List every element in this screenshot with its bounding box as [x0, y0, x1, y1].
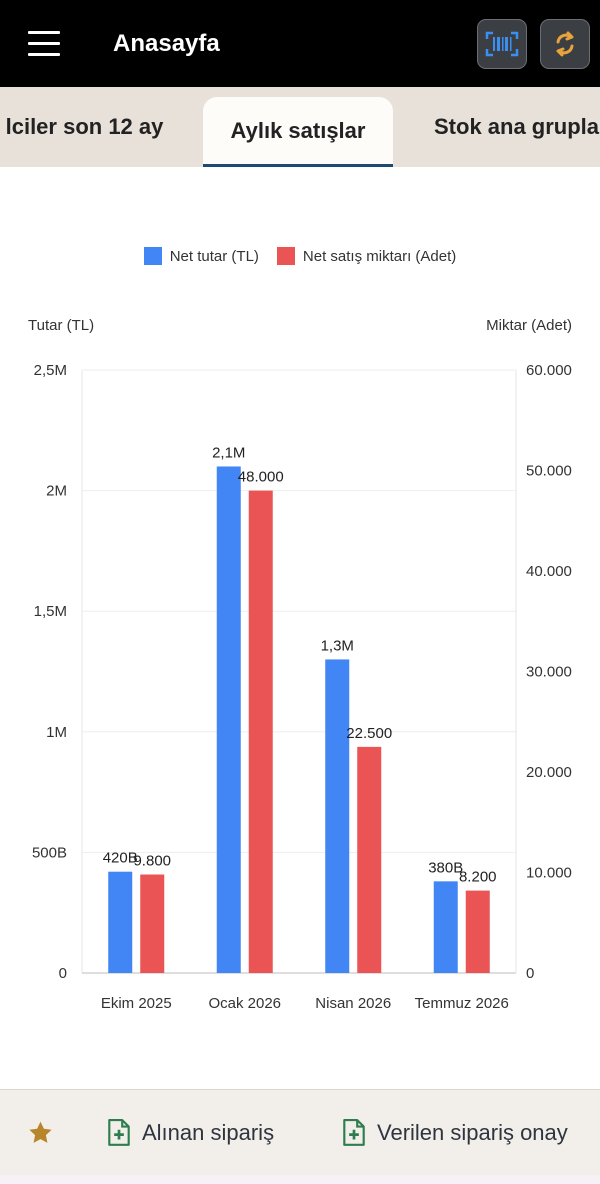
star-icon — [29, 1121, 52, 1143]
page-title: Anasayfa — [113, 30, 220, 57]
right-tick-label: 20.000 — [526, 764, 572, 781]
category-label: Nisan 2026 — [315, 995, 391, 1012]
right-tick-label: 50.000 — [526, 463, 572, 480]
verilen-siparis-onay-label: Verilen sipariş onay — [377, 1120, 568, 1145]
left-tick-label: 2M — [46, 483, 67, 500]
category-label: Ekim 2025 — [101, 995, 172, 1012]
legend-swatch-red — [276, 247, 295, 265]
tab-stok-ana-gruplar[interactable]: Stok ana grupla — [434, 114, 600, 139]
data-label: 380B — [428, 859, 463, 876]
bottom-action-bar: Alınan sipariş Verilen sipariş onay — [0, 1089, 600, 1176]
data-label: 48.000 — [238, 469, 284, 486]
category-label: Ocak 2026 — [208, 995, 281, 1012]
chart-legend: Net tutar (TL) Net satış miktarı (Adet) — [0, 247, 600, 265]
right-tick-label: 40.000 — [526, 563, 572, 580]
data-label: 8.200 — [459, 869, 497, 886]
sync-button[interactable] — [540, 19, 590, 69]
data-label: 2,1M — [212, 444, 245, 461]
right-tick-label: 30.000 — [526, 664, 572, 681]
system-nav-strip — [0, 1175, 600, 1184]
alinan-siparis-button[interactable]: Alınan sipariş — [106, 1090, 274, 1176]
bar-net-tutar — [433, 881, 458, 973]
legend-label-net-satis-miktari: Net satış miktarı (Adet) — [302, 247, 457, 265]
left-axis-title: Tutar (TL) — [28, 317, 94, 334]
barcode-scan-icon — [485, 31, 519, 57]
verilen-siparis-onay-button[interactable]: Verilen sipariş onay — [341, 1090, 568, 1176]
legend-item-net-tutar[interactable]: Net tutar (TL) — [143, 247, 259, 265]
legend-label-net-tutar: Net tutar (TL) — [169, 247, 259, 265]
bar-net-tutar — [216, 466, 241, 973]
bar-net-tutar — [108, 871, 133, 973]
legend-swatch-blue — [143, 247, 162, 265]
bar-chart: Tutar (TL) Miktar (Adet) 0 500B 1M 1,5M 2M 2,5M… — [28, 317, 572, 1012]
alinan-siparis-label: Alınan sipariş — [142, 1120, 275, 1145]
left-tick-label: 2,5M — [34, 362, 67, 379]
legend-item-net-satis-miktari[interactable]: Net satış miktarı (Adet) — [276, 247, 457, 265]
tab-aylik-satislar[interactable]: Aylık satışlar — [203, 97, 393, 167]
data-label: 9.800 — [133, 853, 171, 870]
bar-net-satis-miktari — [357, 746, 382, 973]
bar-net-tutar — [325, 659, 350, 973]
tab-musteriler-son-12-ay[interactable]: lciler son 12 ay — [5, 114, 164, 139]
data-label: 420B — [103, 850, 138, 867]
left-tick-label: 1M — [46, 724, 67, 741]
left-tick-label: 500B — [32, 844, 67, 861]
bar-net-satis-miktari — [248, 490, 273, 973]
hamburger-menu-icon[interactable] — [28, 31, 60, 57]
favorites-button[interactable] — [27, 1090, 54, 1176]
left-tick-label: 1,5M — [34, 603, 67, 620]
app-bar: Anasayfa — [0, 0, 600, 87]
right-tick-label: 10.000 — [526, 865, 572, 882]
data-label: 1,3M — [321, 637, 354, 654]
sync-icon — [556, 31, 574, 57]
add-document-icon — [108, 1119, 130, 1146]
barcode-scan-button[interactable] — [477, 19, 527, 69]
right-tick-label: 0 — [526, 965, 534, 982]
add-document-icon — [343, 1119, 365, 1146]
category-label: Temmuz 2026 — [415, 995, 509, 1012]
left-tick-label: 0 — [59, 965, 67, 982]
right-tick-label: 60.000 — [526, 362, 572, 379]
chart-area: Net tutar (TL) Net satış miktarı (Adet) … — [0, 167, 600, 1089]
tab-bar: lciler son 12 ay Aylık satışlar Stok ana… — [0, 87, 600, 167]
bar-net-satis-miktari — [465, 890, 490, 973]
bar-net-satis-miktari — [140, 874, 165, 973]
right-axis-title: Miktar (Adet) — [486, 317, 572, 334]
data-label: 22.500 — [346, 725, 392, 742]
